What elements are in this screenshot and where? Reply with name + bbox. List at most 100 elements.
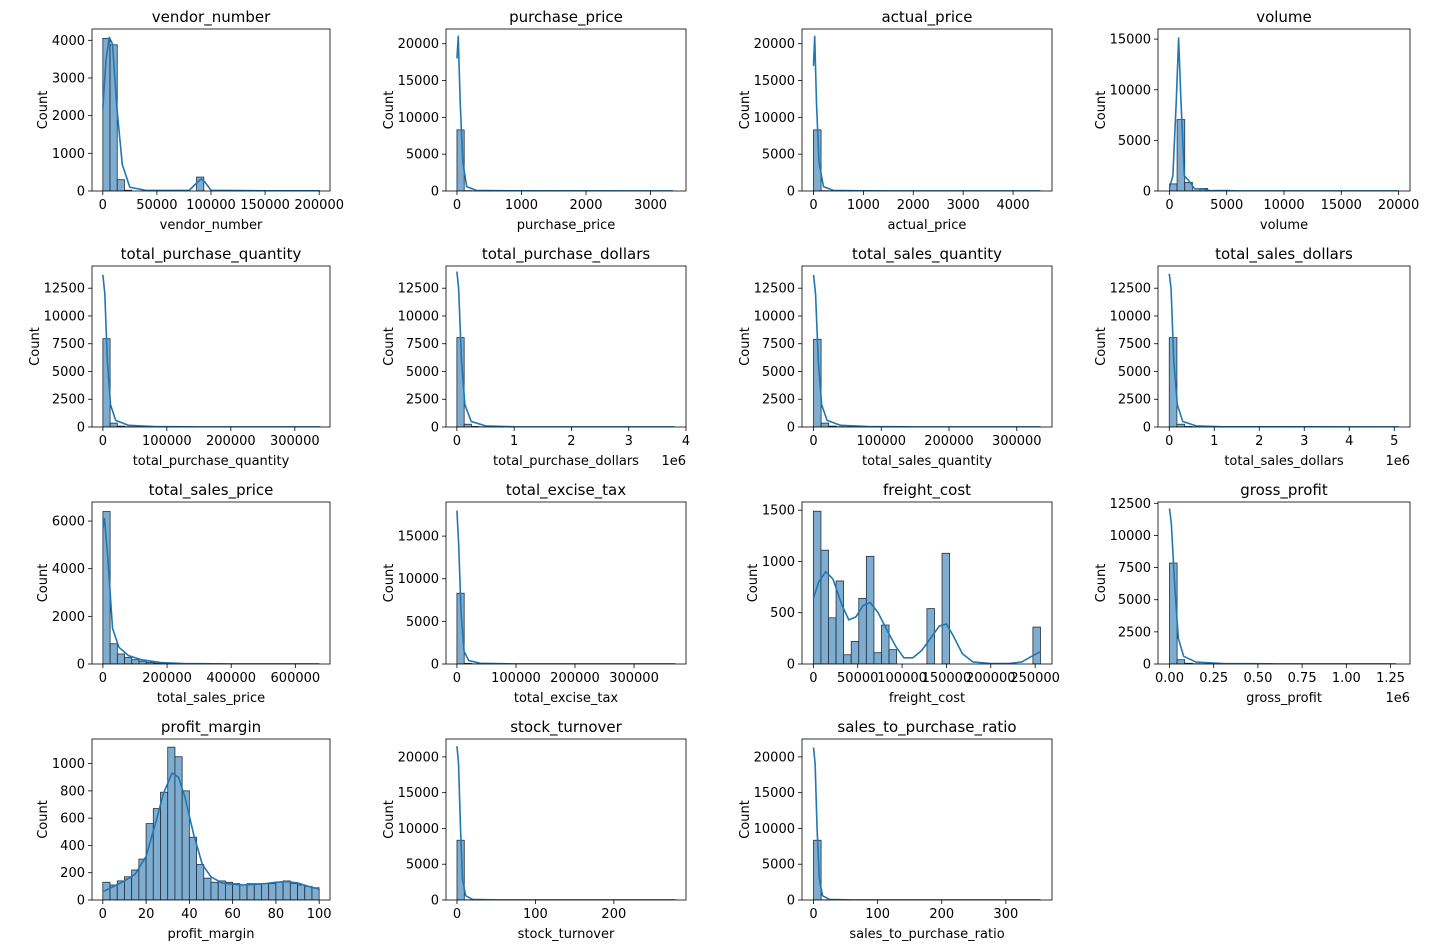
kde-line: [812, 35, 1041, 191]
axes-frame: [801, 501, 1053, 665]
histogram-bar: [239, 884, 248, 900]
chart-panel-total_purchase_quantity: 0 100000 200000 300000 0 2500 5000 7500 10000 125…: [28, 245, 331, 469]
y-tick-label: 2000: [52, 610, 85, 625]
x-tick-label: 0: [453, 434, 461, 449]
y-tick-label: 12500: [1110, 497, 1151, 512]
x-tick-label: 2: [1255, 434, 1263, 449]
y-tick-label: 15000: [398, 530, 439, 545]
plot-area: [812, 747, 1041, 900]
histogram-bar: [1176, 659, 1186, 664]
histogram-bar: [253, 883, 262, 900]
histogram-bar: [116, 179, 125, 191]
histogram-bar: [116, 653, 125, 664]
histogram-bar: [210, 881, 219, 900]
kde-line: [456, 746, 676, 900]
chart-title: total_excise_tax: [506, 481, 626, 500]
y-tick-label: 0: [431, 185, 439, 200]
x-tick-label: 100000: [856, 434, 906, 449]
y-tick-label: 1500: [762, 504, 795, 519]
y-axis-label: Count: [746, 564, 761, 603]
y-tick-label: 0: [1143, 421, 1151, 436]
chart-panel-volume: 0 5000 10000 15000 20000 0 5000 10000 15000 volum…: [1094, 8, 1419, 233]
kde-line: [102, 36, 320, 191]
kde-line: [102, 772, 320, 893]
chart-panel-vendor_number: 0 50000 100000 150000 200000 0 1000 2000 3000 400…: [36, 8, 344, 233]
y-tick-label: 2500: [52, 393, 85, 408]
y-tick-label: 12500: [754, 282, 795, 297]
x-offset-text: 1e6: [661, 454, 686, 469]
x-tick-label: 0: [99, 434, 107, 449]
y-tick-label: 5000: [1118, 593, 1151, 608]
x-tick-label: 300: [993, 907, 1018, 922]
histogram-bar: [246, 883, 255, 900]
y-tick-label: 4000: [52, 34, 85, 49]
y-tick-label: 15000: [1110, 33, 1151, 48]
y-tick-label: 15000: [398, 786, 439, 801]
x-tick-label: 0.25: [1199, 671, 1228, 686]
histogram-bar: [820, 549, 829, 664]
plot-area: [1168, 508, 1396, 664]
x-tick-label: 20000: [1378, 198, 1419, 213]
y-tick-label: 12500: [1110, 282, 1151, 297]
kde-line: [456, 510, 676, 664]
chart-panel-purchase_price: 0 1000 2000 3000 0 5000 10000 15000 20000 purchas…: [382, 8, 687, 233]
chart-title: profit_margin: [161, 718, 261, 737]
kde-line: [456, 35, 674, 191]
x-tick-label: 50000: [136, 198, 177, 213]
histogram-bar: [850, 641, 860, 664]
y-tick-label: 10000: [398, 309, 439, 324]
x-tick-label: 80: [268, 907, 285, 922]
histogram-bar: [167, 746, 176, 900]
x-tick-label: 5000: [1210, 198, 1243, 213]
histogram-bar: [232, 883, 241, 900]
plot-area: [102, 511, 320, 664]
x-tick-label: 100000: [186, 198, 236, 213]
y-tick-label: 20000: [754, 750, 795, 765]
chart-title: total_purchase_dollars: [482, 245, 651, 264]
plot-area: [456, 35, 674, 191]
y-tick-label: 5000: [406, 615, 439, 630]
axes-frame: [801, 28, 1053, 192]
x-tick-label: 100: [523, 907, 548, 922]
y-tick-label: 0: [431, 421, 439, 436]
histogram-bar: [463, 423, 472, 427]
histogram-bar: [858, 597, 867, 664]
x-tick-label: 4: [682, 434, 690, 449]
x-tick-label: 0: [99, 198, 107, 213]
x-tick-label: 10000: [1263, 198, 1304, 213]
chart-title: total_purchase_quantity: [121, 245, 302, 264]
x-tick-label: 0: [99, 907, 107, 922]
x-tick-label: 3000: [634, 198, 667, 213]
y-tick-label: 0: [77, 185, 85, 200]
histogram-bar: [109, 643, 118, 664]
axes-frame: [91, 265, 331, 428]
histogram-bar: [152, 808, 161, 900]
histogram-bar: [1032, 626, 1041, 664]
x-tick-label: 1000: [847, 198, 880, 213]
y-axis-label: Count: [382, 91, 397, 130]
histogram-bar: [941, 552, 951, 664]
y-axis-label: Count: [382, 564, 397, 603]
x-axis-label: volume: [1260, 218, 1308, 233]
histogram-bar: [828, 617, 837, 664]
chart-panel-stock_turnover: 0 100 200 0 5000 10000 15000 20000 stock_turnove…: [382, 718, 687, 942]
axes-frame: [801, 265, 1053, 428]
y-tick-label: 5000: [406, 148, 439, 163]
x-tick-label: 0: [453, 198, 461, 213]
y-tick-label: 0: [431, 658, 439, 673]
histogram-bar: [888, 649, 898, 664]
y-tick-label: 0: [787, 658, 795, 673]
x-axis-label: actual_price: [888, 218, 967, 233]
x-tick-label: 250000: [1010, 671, 1060, 686]
histogram-bar: [304, 885, 313, 900]
y-tick-label: 6000: [52, 515, 85, 530]
y-tick-label: 0: [1143, 185, 1151, 200]
histogram-bar: [456, 129, 465, 191]
x-tick-label: 15000: [1321, 198, 1362, 213]
plot-area: [812, 510, 1041, 664]
y-tick-label: 0: [787, 894, 795, 909]
x-tick-label: 200000: [294, 198, 344, 213]
y-tick-label: 7500: [1118, 337, 1151, 352]
chart-panel-total_excise_tax: 0 100000 200000 300000 0 5000 10000 15000 total_…: [382, 481, 687, 706]
